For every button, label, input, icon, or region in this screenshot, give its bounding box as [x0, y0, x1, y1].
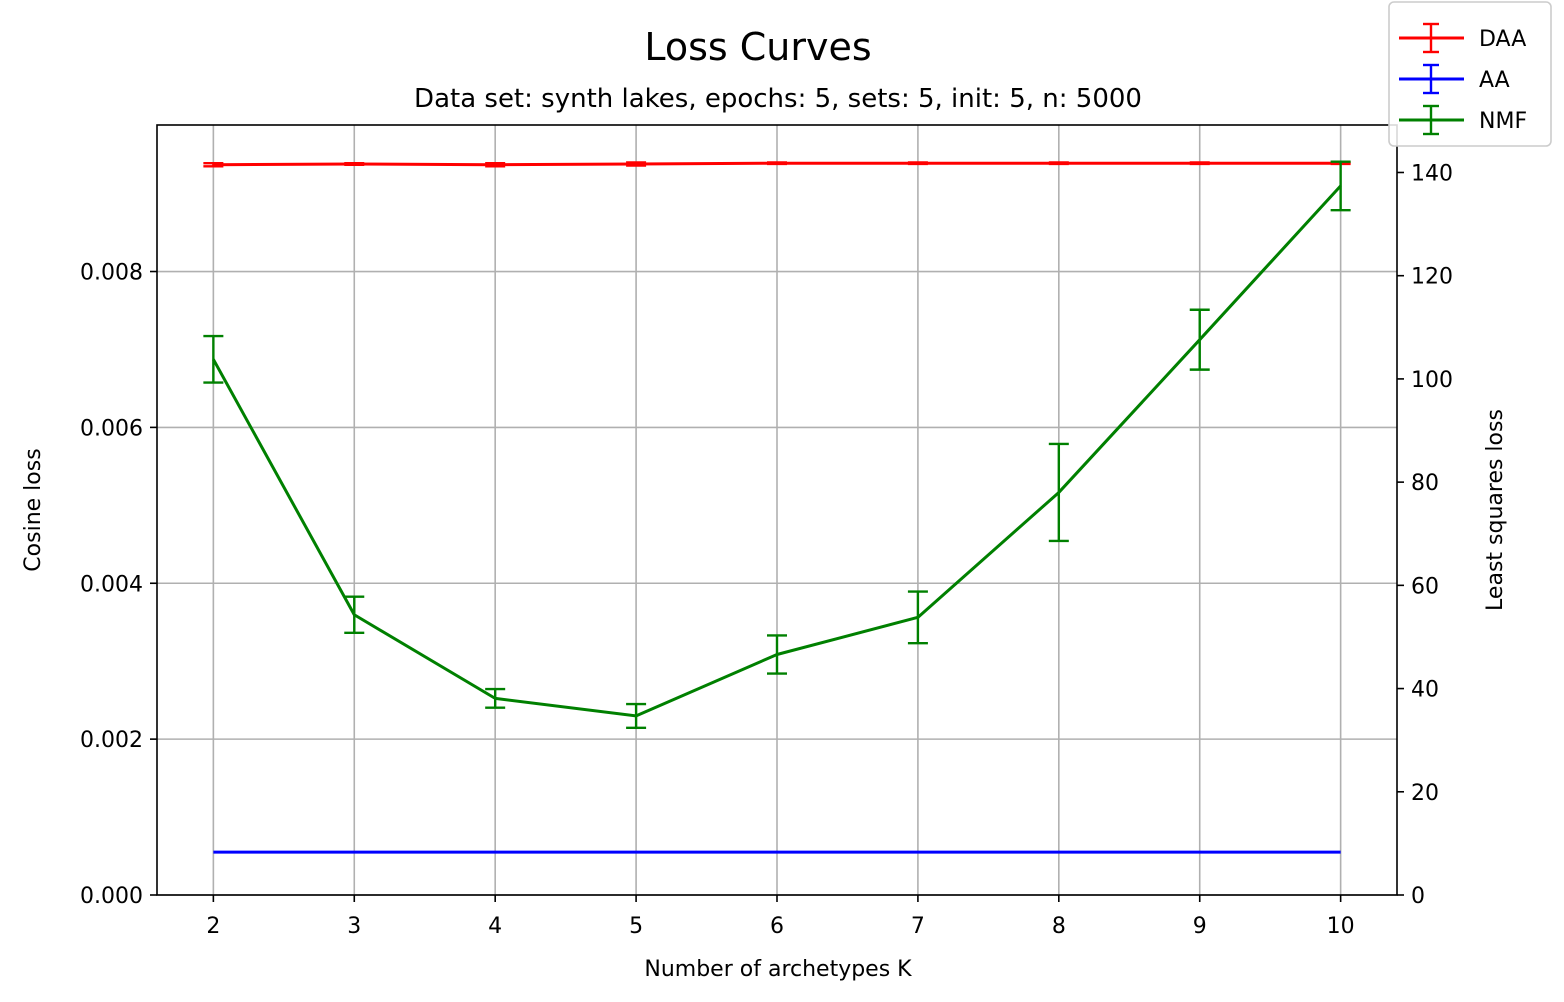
- x-axis-label: Number of archetypes K: [644, 957, 912, 982]
- y-tick-label-right: 0: [1411, 884, 1425, 909]
- legend: DAA AA NMF: [1388, 1, 1552, 147]
- axis-ticks: 2 3 4 5 6 7 8 9 10 0.000 0.002 0.004 0.006 0.008 0 20 40…: [80, 161, 1453, 939]
- series-daa: [203, 161, 1351, 168]
- x-tick-label: 9: [1193, 914, 1207, 939]
- legend-label: DAA: [1479, 27, 1526, 52]
- legend-item-daa: DAA: [1399, 22, 1526, 54]
- y-axis-label-right: Least squares loss: [1483, 409, 1508, 611]
- x-tick-label: 5: [629, 914, 643, 939]
- series-nmf: [203, 160, 1351, 729]
- grid: [157, 125, 1397, 896]
- chart-subtitle: Data set: synth lakes, epochs: 5, sets: …: [414, 84, 1142, 114]
- x-tick-label: 8: [1052, 914, 1066, 939]
- series-layer: [203, 160, 1351, 854]
- x-tick-label: 3: [347, 914, 361, 939]
- legend-item-aa: AA: [1399, 63, 1510, 95]
- y-tick-label-right: 120: [1411, 265, 1453, 290]
- y-tick-label-right: 100: [1411, 368, 1453, 393]
- chart-title: Loss Curves: [644, 25, 871, 69]
- y-tick-label-left: 0.008: [80, 261, 143, 286]
- y-tick-label-left: 0.004: [80, 572, 143, 597]
- legend-label: NMF: [1479, 109, 1527, 134]
- y-tick-label-left: 0.000: [80, 884, 143, 909]
- y-tick-label-left: 0.002: [80, 728, 143, 753]
- x-tick-label: 10: [1327, 914, 1355, 939]
- y-tick-label-right: 40: [1411, 678, 1439, 703]
- y-tick-label-right: 140: [1411, 161, 1453, 186]
- x-tick-label: 4: [488, 914, 502, 939]
- legend-label: AA: [1479, 68, 1510, 93]
- y-tick-label-right: 20: [1411, 781, 1439, 806]
- y-tick-label-right: 80: [1411, 471, 1439, 496]
- x-tick-label: 6: [770, 914, 784, 939]
- x-tick-label: 2: [206, 914, 220, 939]
- x-tick-label: 7: [911, 914, 925, 939]
- y-tick-label-left: 0.006: [80, 416, 143, 441]
- y-axis-label-left: Cosine loss: [21, 448, 46, 571]
- legend-item-nmf: NMF: [1399, 104, 1527, 136]
- y-tick-label-right: 60: [1411, 574, 1439, 599]
